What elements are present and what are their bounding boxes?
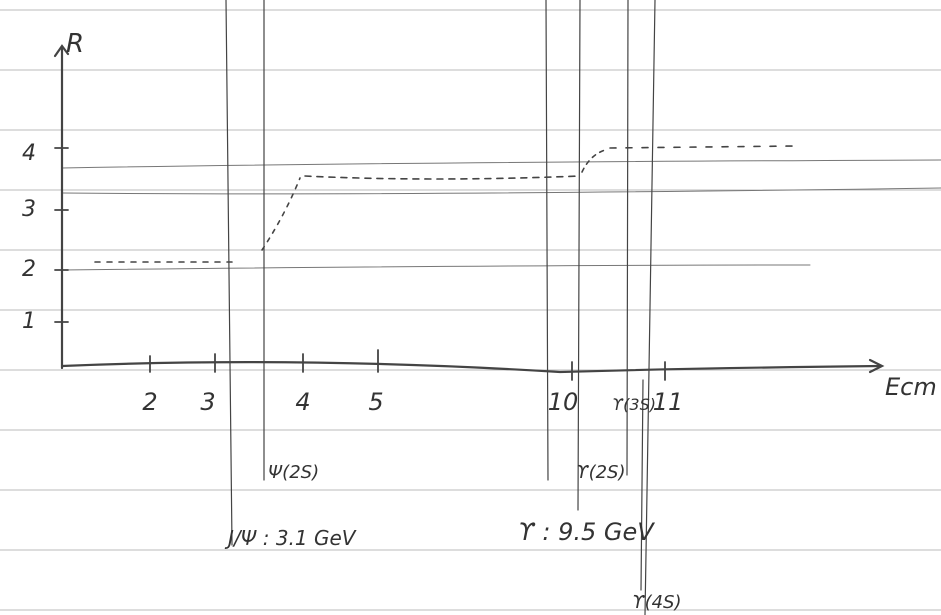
resonance-label: J/Ψ : 3.1 GeV — [224, 526, 357, 550]
x-tick-label: 4 — [295, 388, 310, 416]
y-tick-label: 1 — [22, 309, 36, 334]
resonance-label: ϒ(4S) — [632, 592, 682, 613]
y-axis-label: R — [66, 29, 84, 59]
resonance-label: Ψ(2S) — [268, 462, 319, 483]
axes — [55, 46, 882, 372]
y-tick-label: 3 — [22, 197, 36, 222]
ticks — [55, 148, 665, 380]
x-tick-label: 2 — [142, 388, 157, 416]
resonance-label: ϒ(2S) — [576, 462, 626, 483]
sketch: R Ecm 1 2 3 4 2 3 4 5 10 11 J/Ψ : 3.1 GeV Ψ(2S) ϒ : 9.… — [0, 0, 941, 615]
resonance-label: ϒ : 9.5 GeV — [518, 518, 655, 546]
paper-lines — [0, 10, 941, 610]
y-tick-label: 2 — [22, 257, 36, 282]
x-tick-label: 3 — [200, 388, 215, 416]
y-tick-label: 4 — [22, 141, 36, 166]
reference-lines — [62, 160, 941, 270]
x-tick-label: 10 — [548, 388, 579, 416]
x-tick-label: 5 — [368, 388, 383, 416]
resonance-label: ϒ(3S) — [612, 395, 656, 414]
x-axis-label: Ecm — [885, 373, 937, 401]
x-tick-label: 11 — [653, 388, 684, 416]
